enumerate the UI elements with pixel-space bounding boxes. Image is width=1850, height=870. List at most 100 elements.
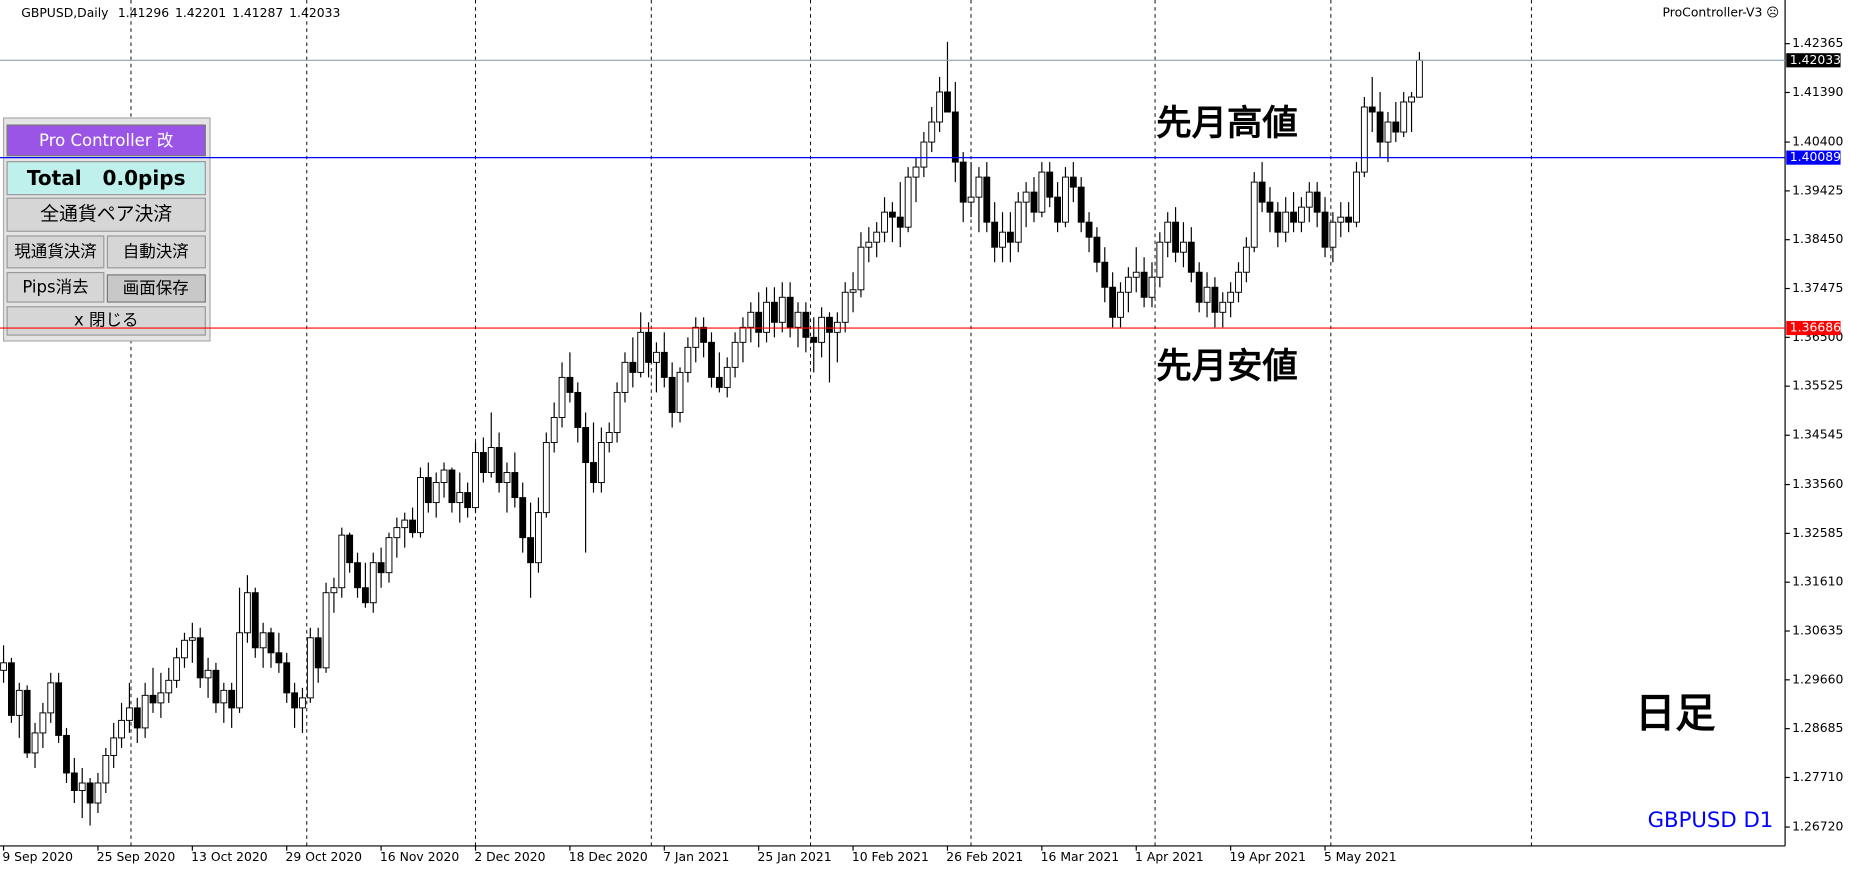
button[interactable]	[6, 306, 206, 336]
candle-body	[1360, 106, 1368, 173]
x-tick-label: 7 Jan 2021	[663, 850, 729, 864]
candle-body	[0, 662, 7, 671]
price-line-box	[1786, 53, 1841, 68]
button[interactable]	[106, 274, 206, 303]
candle-body	[369, 562, 377, 604]
candle-body	[1242, 246, 1250, 273]
candle-body	[1156, 241, 1164, 278]
candle-body	[479, 452, 487, 474]
candle-body	[1148, 276, 1156, 298]
candle-body	[1415, 59, 1423, 98]
y-tick-label: 1.40400	[1792, 135, 1843, 149]
candle-body	[1069, 176, 1077, 188]
candle-body	[299, 697, 306, 709]
candle-body	[519, 497, 527, 539]
candle-body	[1376, 111, 1384, 143]
candle-body	[181, 639, 188, 659]
candle-body	[1054, 196, 1062, 223]
candle-body	[212, 669, 220, 704]
candle-body	[1038, 171, 1046, 213]
candle-body	[936, 91, 944, 123]
candle-body	[810, 336, 818, 343]
button-text: 自動決済	[123, 242, 189, 261]
button[interactable]	[6, 235, 105, 269]
y-tick-label: 1.28685	[1792, 721, 1843, 735]
candle-body	[424, 477, 432, 504]
y-tick-label: 1.42365	[1792, 36, 1843, 50]
candle-body	[1093, 236, 1101, 263]
candle-body	[896, 216, 904, 228]
candle-body	[1282, 211, 1290, 233]
candle-body	[196, 637, 204, 679]
button[interactable]	[6, 197, 206, 232]
candle-body	[951, 111, 959, 163]
panel-title[interactable]	[6, 124, 206, 157]
candle-body	[692, 326, 700, 348]
candle-body	[975, 176, 983, 198]
candle-body	[338, 534, 346, 589]
candle-body	[1305, 191, 1313, 208]
candle-body	[39, 712, 47, 734]
y-tick-label: 1.37475	[1792, 281, 1843, 295]
y-tick-label: 1.34545	[1792, 428, 1843, 442]
candle-body	[653, 351, 660, 363]
candle-body	[1117, 291, 1124, 318]
level-line-box	[1786, 150, 1841, 165]
candle-body	[8, 662, 15, 716]
candle-body	[888, 211, 896, 218]
candle-body	[102, 754, 110, 784]
candle-body	[1124, 276, 1132, 293]
candle-body	[440, 469, 448, 484]
candle-body	[354, 562, 361, 589]
candle-body	[314, 637, 322, 669]
candle-body	[1313, 191, 1321, 213]
candle-body	[818, 316, 826, 343]
candle-body	[15, 689, 23, 716]
high: 1.42201	[175, 5, 226, 19]
candle-body	[881, 211, 888, 233]
candle-body	[999, 231, 1006, 248]
candle-body	[1085, 221, 1093, 238]
candle-body	[629, 361, 637, 373]
candle-body	[487, 447, 495, 474]
candle-body	[243, 592, 251, 634]
candle-body	[464, 492, 472, 509]
candle-body	[1077, 186, 1085, 223]
candle-body	[786, 296, 794, 328]
candle-body	[432, 482, 440, 504]
candle-body	[550, 416, 558, 443]
candle-body	[55, 682, 63, 736]
candle-body	[409, 519, 417, 534]
x-tick-label: 19 Apr 2021	[1229, 850, 1306, 864]
candle-body	[621, 361, 629, 393]
candle-body	[700, 326, 708, 343]
button[interactable]	[106, 235, 206, 269]
candle-body	[959, 161, 967, 203]
y-tick-label: 1.32585	[1792, 526, 1843, 540]
candle-body	[165, 679, 173, 694]
candle-body	[582, 427, 590, 463]
x-tick-label: 25 Sep 2020	[97, 850, 176, 864]
total-text: Total 0.0pips	[27, 166, 186, 190]
candle-body	[668, 376, 676, 413]
candle-body	[125, 707, 133, 721]
candle-body	[346, 534, 354, 564]
candle-body	[503, 472, 511, 484]
button[interactable]	[6, 271, 105, 303]
candle-body	[747, 311, 755, 328]
candle-body	[1250, 181, 1258, 248]
candle-body	[684, 346, 692, 373]
candle-body	[566, 376, 574, 393]
candle-body	[944, 91, 951, 113]
candle-body	[1235, 271, 1242, 293]
candle-body	[204, 669, 212, 679]
candle-body	[542, 442, 550, 514]
panel-title-text: Pro Controller 改	[39, 131, 173, 150]
candle-body	[1290, 211, 1297, 223]
candle-body	[1337, 216, 1345, 223]
button-text: x 閉じる	[74, 310, 139, 329]
candle-body	[1219, 301, 1227, 313]
button-text: Pips消去	[22, 277, 88, 296]
candle-body	[63, 734, 70, 774]
